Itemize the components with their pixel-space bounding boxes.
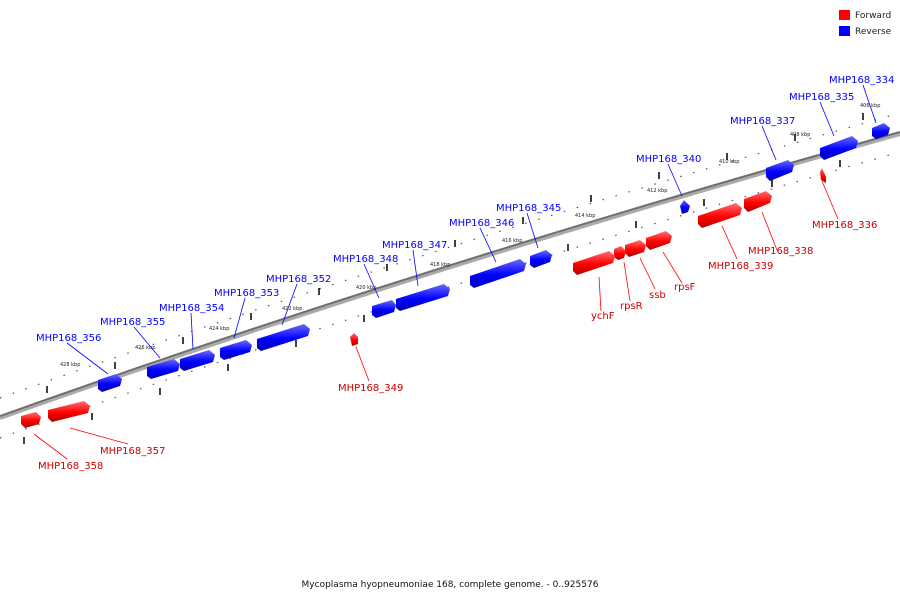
gene-rpsF[interactable] [646,231,672,250]
tick-label: 414 kbp [575,213,595,219]
gene-rpsR[interactable] [614,246,626,260]
tick-label: 410 kbp [719,159,739,165]
label-MHP168_353: MHP168_353 [214,288,279,299]
label-MHP168_357: MHP168_357 [100,446,165,457]
gene-MHP168_353[interactable] [220,340,252,360]
label-MHP168_355: MHP168_355 [100,317,165,328]
label-MHP168_346: MHP168_346 [449,218,514,229]
tick-label: 412 kbp [647,188,667,194]
label-ssb: ssb [649,290,666,301]
label-MHP168_349: MHP168_349 [338,383,403,394]
scale-ticks-lower [23,160,841,444]
gene-MHP168_346[interactable] [470,259,526,288]
label-MHP168_354: MHP168_354 [159,303,224,314]
label-MHP168_336: MHP168_336 [812,220,877,231]
legend-reverse-label: Reverse [855,27,892,37]
gene-MHP168_339[interactable] [698,203,742,228]
gene-MHP168_349[interactable] [350,333,358,346]
gene-MHP168_345[interactable] [530,250,552,268]
tick-label: 426 kbp [135,345,155,351]
genome-backbone [0,131,900,417]
label-MHP168_358: MHP168_358 [38,461,103,472]
label-rpsR: rpsR [620,301,643,312]
gene-MHP168_338[interactable] [744,191,772,212]
legend-forward-label: Forward [855,11,891,21]
gene-MHP168_354[interactable] [180,350,215,371]
tick-label: 424 kbp [209,326,229,332]
forward-genes [21,168,826,428]
reverse-labels: MHP168_334 MHP168_335 MHP168_337 MHP168_… [36,75,894,344]
label-ychF: ychF [591,311,615,322]
legend-forward-swatch [839,10,850,20]
gene-MHP168_347[interactable] [396,284,450,311]
legend: Forward Reverse [839,10,892,37]
label-MHP168_340: MHP168_340 [636,154,701,165]
gene-MHP168_337[interactable] [766,160,794,181]
gene-MHP168_335[interactable] [820,136,858,160]
label-MHP168_348: MHP168_348 [333,254,398,265]
legend-reverse-swatch [839,26,850,36]
gene-MHP168_356[interactable] [98,374,122,392]
label-MHP168_338: MHP168_338 [748,246,813,257]
tick-label: 428 kbp [60,362,80,368]
gene-MHP168_358[interactable] [21,412,41,428]
label-MHP168_345: MHP168_345 [496,203,561,214]
gene-MHP168_340[interactable] [680,200,690,214]
gene-MHP168_334[interactable] [872,123,890,139]
label-MHP168_356: MHP168_356 [36,333,101,344]
gene-ychF[interactable] [573,251,615,275]
gene-MHP168_352[interactable] [257,324,310,351]
reverse-genes [98,123,890,392]
scale-ticks: 406 kbp 408 kbp 410 kbp 412 kbp 414 kbp … [46,103,880,393]
tick-label: 422 kbp [282,306,302,312]
gene-MHP168_355[interactable] [147,359,180,379]
forward-labels: MHP168_336 MHP168_338 MHP168_339 rpsF ss… [38,220,877,472]
label-MHP168_337: MHP168_337 [730,116,795,127]
figure-caption: Mycoplasma hyopneumoniae 168, complete g… [302,580,599,590]
tick-label: 416 kbp [502,238,522,244]
label-MHP168_334: MHP168_334 [829,75,894,86]
tick-label: 418 kbp [430,262,450,268]
tick-label: 408 kbp [790,132,810,138]
label-MHP168_339: MHP168_339 [708,261,773,272]
gene-MHP168_336[interactable] [820,168,826,183]
label-rpsF: rpsF [674,282,696,293]
gene-MHP168_348[interactable] [372,300,396,318]
leader-lines [33,84,877,460]
label-MHP168_335: MHP168_335 [789,92,854,103]
label-MHP168_352: MHP168_352 [266,274,331,285]
gene-ssb[interactable] [625,240,646,257]
genome-backbone-shadow [0,132,900,420]
tick-label: 420 kbp [356,285,376,291]
label-MHP168_347: MHP168_347 [382,240,447,251]
gene-MHP168_357[interactable] [48,401,90,422]
